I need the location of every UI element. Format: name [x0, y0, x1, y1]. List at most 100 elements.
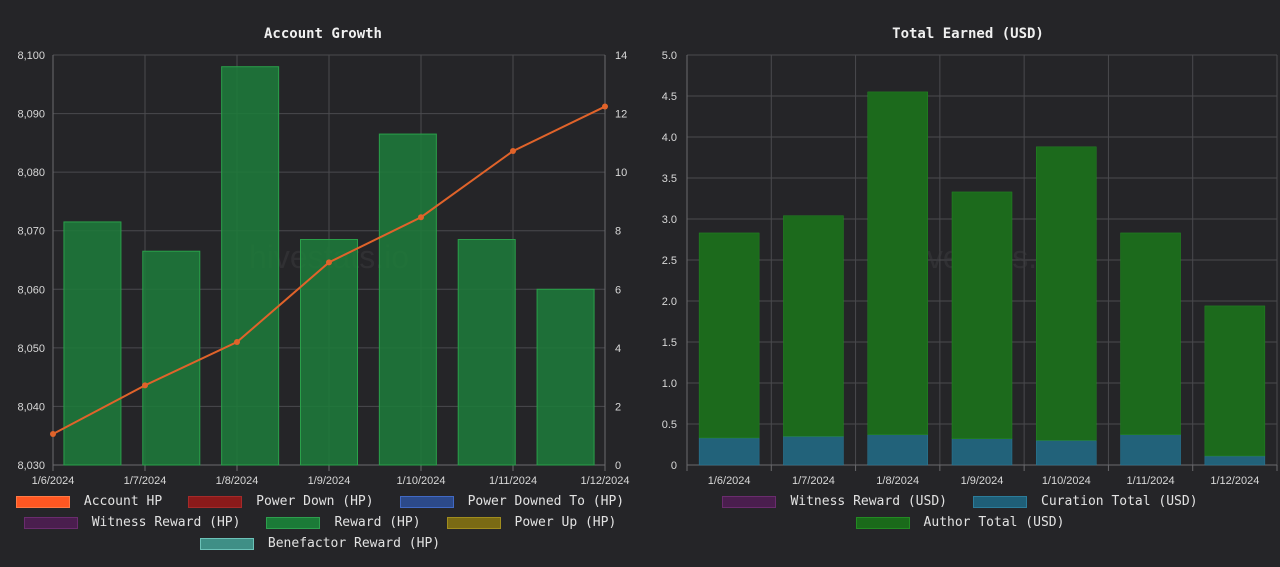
legend-swatch	[188, 495, 243, 508]
bar-reward-hp	[221, 66, 280, 466]
bar-author-total	[951, 191, 1013, 440]
x-tick-label: 1/11/2024	[489, 475, 537, 487]
legend-item[interactable]: Witness Reward (HP)	[23, 515, 241, 530]
legend-row: Author Total (USD)	[640, 515, 1280, 530]
total-earned-chart: Total Earned (USD) 0 0.5 1.0 1.5 2.0 2.5 3.0 3.5…	[662, 26, 1278, 487]
bar-author-total	[867, 91, 928, 435]
legend-label: Witness Reward (USD)	[790, 494, 947, 509]
x-tick-label: 1/7/2024	[792, 475, 835, 487]
point-account-hp	[418, 214, 424, 221]
x-tick-label: 1/12/2024	[1210, 475, 1259, 487]
x-tick-label: 1/6/2024	[32, 475, 75, 487]
chart-title: Account Growth	[264, 26, 382, 42]
bar-author-total	[1036, 146, 1097, 441]
bar-author-total	[1204, 305, 1266, 457]
y-left-tick-label: 8,040	[17, 401, 45, 413]
point-account-hp	[510, 148, 516, 155]
y-tick-label: 1.0	[662, 378, 677, 390]
legend-swatch	[15, 495, 70, 508]
legend-item[interactable]: Author Total (USD)	[855, 515, 1065, 530]
y-right-tick-label: 8	[615, 226, 621, 238]
account-growth-chart: Account Growth 8,030 8,040 8,050 8,060 8,070 8…	[17, 26, 629, 487]
legend-item[interactable]: Power Downed To (HP)	[399, 494, 625, 509]
legend-row: Account HP Power Down (HP) Power Downed To…	[0, 494, 640, 509]
x-tick-label: 1/8/2024	[216, 475, 259, 487]
bar-reward-hp	[142, 250, 201, 466]
y-right-tick-label: 12	[615, 109, 627, 121]
legend-label: Power Downed To (HP)	[467, 494, 625, 509]
y-tick-label: 0	[671, 460, 677, 472]
y-left-tick-label: 8,090	[17, 109, 45, 121]
x-tick-label: 1/10/2024	[397, 475, 446, 487]
point-account-hp	[326, 259, 332, 266]
bar-curation-total	[698, 437, 760, 466]
y-left-tick-label: 8,030	[17, 460, 45, 472]
y-tick-label: 5.0	[662, 50, 677, 62]
legend-swatch	[199, 537, 254, 550]
legend-label: Author Total (USD)	[923, 515, 1065, 530]
bar-reward-hp	[378, 133, 437, 466]
legend-item[interactable]: Power Up (HP)	[446, 515, 617, 530]
x-tick-label: 1/9/2024	[308, 475, 351, 487]
y-left-tick-label: 8,100	[17, 50, 45, 62]
x-tick-label: 1/9/2024	[961, 475, 1004, 487]
y-left-tick-label: 8,060	[17, 284, 45, 296]
x-tick-label: 1/12/2024	[581, 475, 630, 487]
bar-author-total	[1120, 232, 1181, 435]
point-account-hp	[602, 103, 608, 110]
legend-swatch	[973, 495, 1027, 508]
chart-title: Total Earned (USD)	[892, 26, 1044, 42]
legend-swatch	[855, 516, 910, 529]
account-growth-panel: Account Growth 8,030 8,040 8,050 8,060 8,070 8…	[0, 26, 640, 551]
legend-row: Benefactor Reward (HP)	[0, 536, 640, 551]
legend-item[interactable]: Account HP	[15, 494, 163, 509]
legend-swatch	[722, 495, 777, 508]
y-tick-label: 4.0	[662, 132, 677, 144]
bar-curation-total	[951, 438, 1013, 466]
legend-item[interactable]: Witness Reward (USD)	[722, 494, 947, 509]
bar-reward-hp	[63, 221, 122, 466]
y-right-tick-label: 2	[615, 401, 621, 413]
bar-reward-hp	[457, 239, 516, 466]
y-right-tick-label: 10	[615, 167, 627, 179]
y-right-tick-label: 4	[615, 343, 621, 355]
point-account-hp	[50, 430, 56, 437]
legend-row: Witness Reward (HP) Reward (HP) Power Up (…	[0, 515, 640, 530]
x-tick-label: 1/8/2024	[876, 475, 919, 487]
x-tick-label: 1/10/2024	[1042, 475, 1091, 487]
legend-item[interactable]: Curation Total (USD)	[973, 494, 1198, 509]
y-right-tick-label: 6	[615, 284, 621, 296]
legend-swatch	[446, 516, 501, 529]
x-tick-label: 1/6/2024	[708, 475, 751, 487]
y-tick-label: 4.5	[662, 91, 677, 103]
legend-item[interactable]: Benefactor Reward (HP)	[199, 536, 441, 551]
y-left-tick-label: 8,080	[17, 167, 45, 179]
x-tick-label: 1/11/2024	[1127, 475, 1175, 487]
y-tick-label: 3.5	[662, 173, 677, 185]
point-account-hp	[234, 339, 240, 345]
bar-author-total	[783, 215, 844, 437]
legend-swatch	[266, 516, 321, 529]
legend-label: Account HP	[83, 494, 163, 509]
y-tick-label: 0.5	[662, 419, 677, 431]
y-left-tick-label: 8,070	[17, 226, 45, 238]
legend-label: Witness Reward (HP)	[91, 515, 241, 530]
legend-label: Benefactor Reward (HP)	[267, 536, 441, 551]
y-right-tick-label: 14	[615, 50, 627, 62]
legend-item[interactable]: Power Down (HP)	[188, 494, 374, 509]
point-account-hp	[142, 382, 148, 389]
legend-item[interactable]: Reward (HP)	[266, 515, 421, 530]
bar-author-total	[698, 232, 760, 439]
y-tick-label: 3.0	[662, 214, 677, 226]
y-tick-label: 2.5	[662, 255, 677, 267]
legend-label: Curation Total (USD)	[1041, 494, 1198, 509]
y-tick-label: 1.5	[662, 337, 677, 349]
x-tick-label: 1/7/2024	[124, 475, 167, 487]
legend-label: Power Up (HP)	[514, 515, 617, 530]
bar-curation-total	[1036, 440, 1097, 466]
legend-row: Witness Reward (USD) Curation Total (USD)	[640, 494, 1280, 509]
bar-curation-total	[867, 434, 928, 466]
bar-reward-hp	[536, 288, 595, 466]
bar-curation-total	[1204, 455, 1266, 466]
bar-curation-total	[783, 436, 844, 466]
